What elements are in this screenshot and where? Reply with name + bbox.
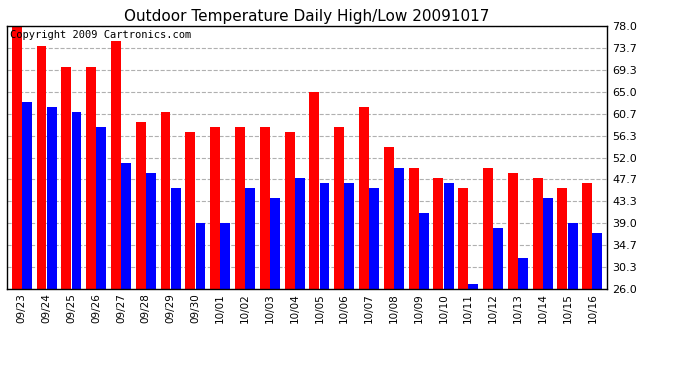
Bar (419, 213, 428, 289)
Bar (582, 183, 592, 289)
Bar (136, 122, 146, 289)
Bar (260, 127, 270, 289)
Bar (121, 162, 131, 289)
Bar (493, 228, 503, 289)
Bar (210, 127, 220, 289)
Bar (543, 198, 553, 289)
Bar (408, 168, 419, 289)
Bar (344, 183, 354, 289)
Bar (72, 112, 81, 289)
Bar (47, 107, 57, 289)
Bar (37, 46, 46, 289)
Bar (170, 188, 181, 289)
Bar (161, 112, 170, 289)
Bar (593, 233, 602, 289)
Bar (186, 132, 195, 289)
Bar (444, 183, 453, 289)
Bar (309, 92, 319, 289)
Bar (220, 223, 230, 289)
Bar (86, 67, 96, 289)
Bar (195, 223, 206, 289)
Bar (245, 188, 255, 289)
Bar (384, 147, 394, 289)
Title: Outdoor Temperature Daily High/Low 20091017: Outdoor Temperature Daily High/Low 20091… (124, 9, 490, 24)
Bar (61, 67, 71, 289)
Bar (295, 178, 305, 289)
Bar (369, 188, 379, 289)
Bar (458, 188, 468, 289)
Bar (235, 127, 245, 289)
Bar (533, 178, 542, 289)
Text: Copyright 2009 Cartronics.com: Copyright 2009 Cartronics.com (10, 30, 191, 40)
Bar (12, 26, 21, 289)
Bar (146, 172, 156, 289)
Bar (483, 168, 493, 289)
Bar (394, 168, 404, 289)
Bar (508, 172, 518, 289)
Bar (319, 183, 330, 289)
Bar (270, 198, 280, 289)
Bar (284, 132, 295, 289)
Bar (558, 188, 567, 289)
Bar (568, 223, 578, 289)
Bar (22, 102, 32, 289)
Bar (518, 258, 528, 289)
Bar (433, 178, 444, 289)
Bar (334, 127, 344, 289)
Bar (359, 107, 369, 289)
Bar (111, 41, 121, 289)
Bar (469, 284, 478, 289)
Bar (97, 127, 106, 289)
